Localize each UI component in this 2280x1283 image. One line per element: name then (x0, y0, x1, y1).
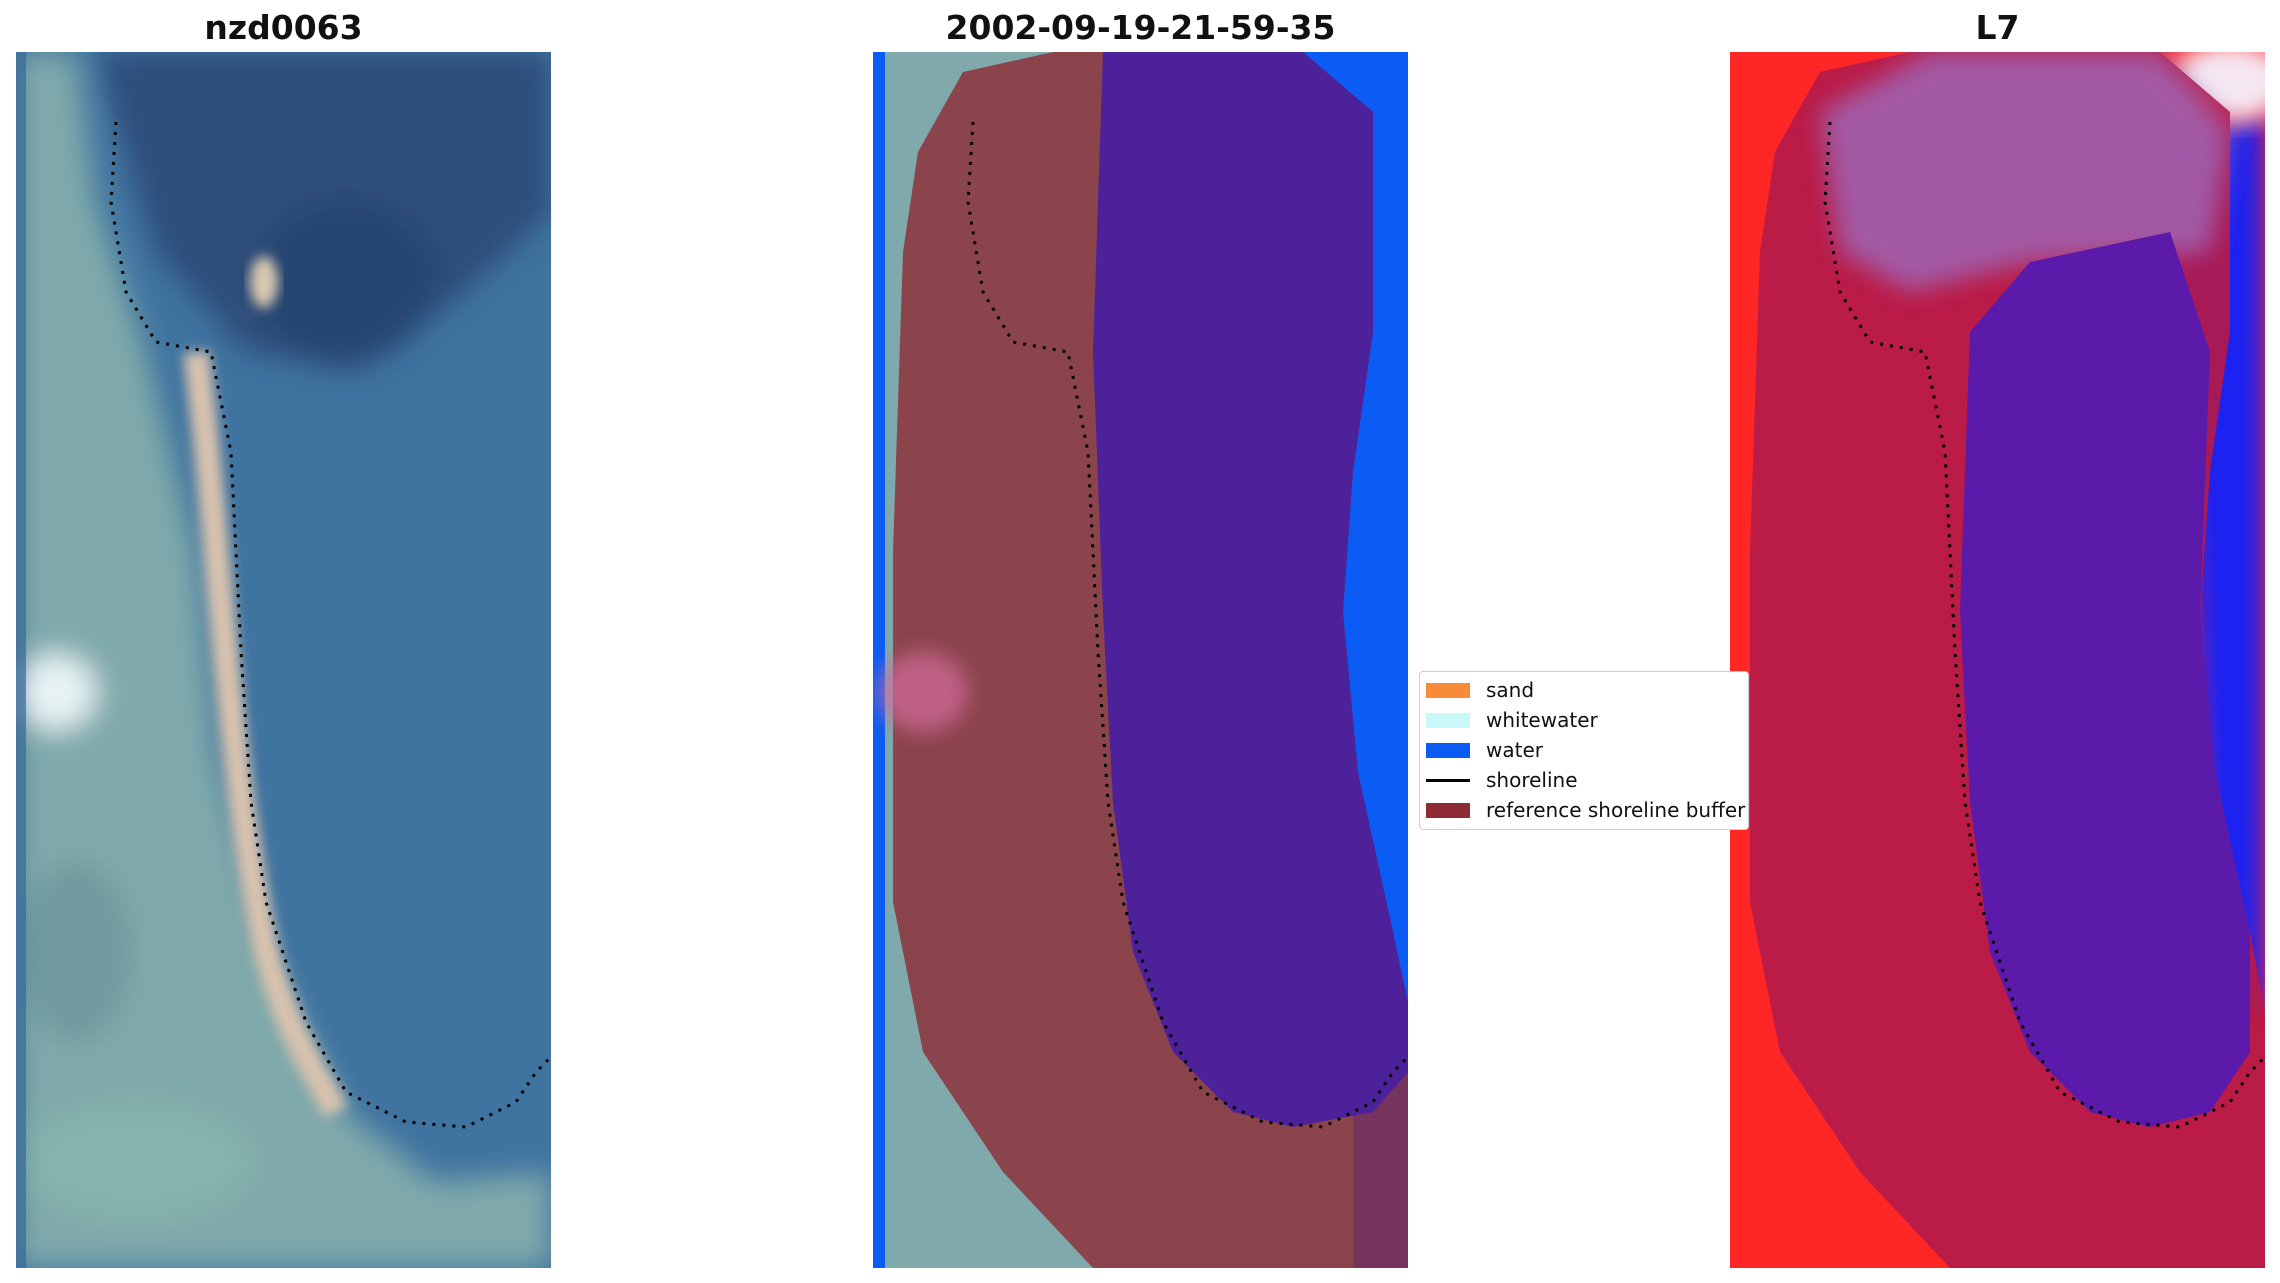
legend-item-whitewater: whitewater (1420, 705, 1748, 735)
legend-swatch-reference-buffer (1426, 803, 1470, 818)
legend-label: water (1486, 738, 1543, 762)
panel-title-mndwi: L7 (1975, 8, 2020, 47)
legend: sand whitewater water shoreline referenc… (1419, 671, 1749, 830)
rgb-satellite-image (16, 52, 551, 1268)
legend-line-shoreline (1426, 779, 1470, 782)
panel-title-rgb: nzd0063 (204, 8, 363, 47)
classified-image (873, 52, 1408, 1268)
panel-title-classified: 2002-09-19-21-59-35 (945, 8, 1336, 47)
legend-label: reference shoreline buffer (1486, 798, 1746, 822)
legend-item-shoreline: shoreline (1420, 765, 1748, 795)
mndwi-image (1730, 52, 2265, 1268)
legend-swatch-whitewater (1426, 713, 1470, 728)
legend-swatch-sand (1426, 683, 1470, 698)
legend-label: shoreline (1486, 768, 1578, 792)
legend-item-sand: sand (1420, 675, 1748, 705)
legend-label: sand (1486, 678, 1535, 702)
legend-item-reference-buffer: reference shoreline buffer (1420, 795, 1748, 825)
legend-label: whitewater (1486, 708, 1598, 732)
legend-item-water: water (1420, 735, 1748, 765)
legend-swatch-water (1426, 743, 1470, 758)
